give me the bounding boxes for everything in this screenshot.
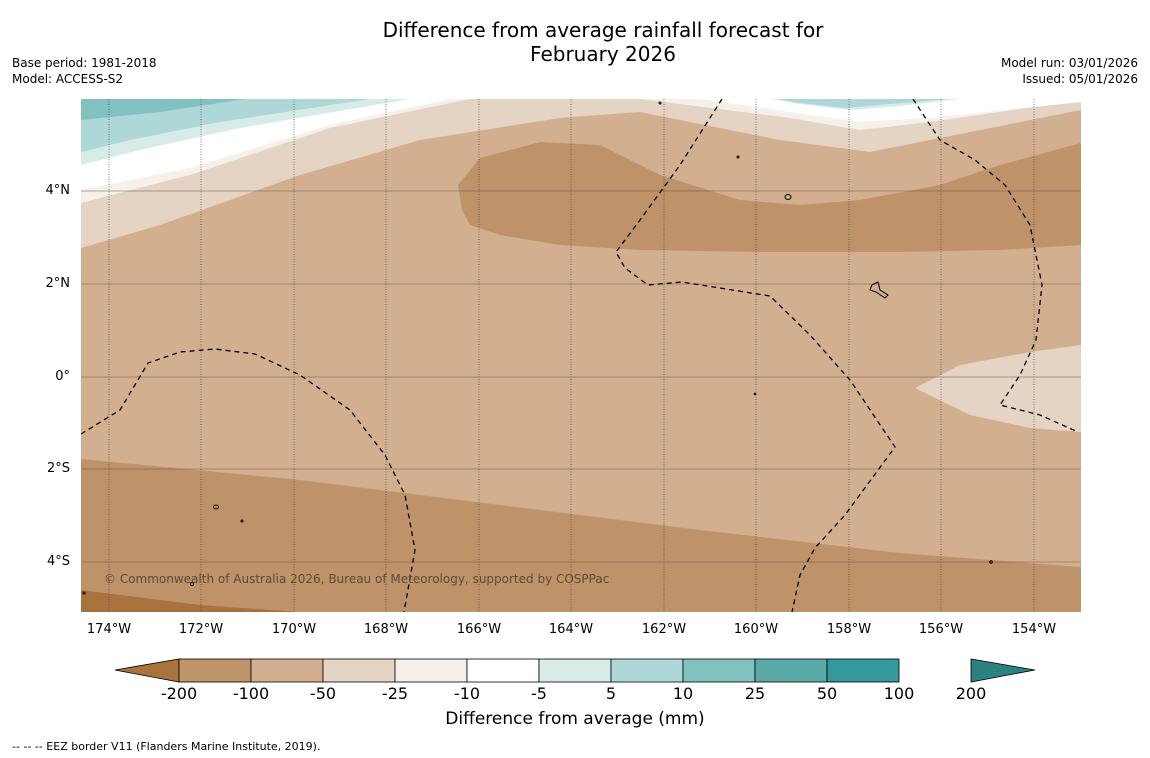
meta-left: Base period: 1981-2018 Model: ACCESS-S2 (12, 55, 157, 87)
issued-date: Issued: 05/01/2026 (1022, 72, 1138, 86)
colorbar-segment (754, 658, 828, 683)
lon-label-170w: 170°W (271, 622, 317, 637)
island-1 (784, 194, 792, 200)
colorbar-segment (610, 658, 684, 683)
colorbar-tick: 50 (816, 684, 838, 703)
colorbar-tick: -100 (232, 684, 270, 703)
colorbar-segment (394, 658, 468, 683)
eez-border-central (615, 99, 896, 612)
colorbar-tick: -25 (381, 684, 409, 703)
lat-label-0: 0° (55, 369, 70, 384)
colorbar-segments (178, 658, 900, 683)
band-plus25-top (81, 99, 245, 120)
lon-label-154w: 154°W (1011, 622, 1057, 637)
eez-legend-note: -- -- -- EEZ border V11 (Flanders Marine… (12, 740, 321, 753)
island-kiritimati (869, 281, 889, 299)
colorbar-tick: -10 (453, 684, 481, 703)
lat-label-4n: 4°N (45, 183, 71, 198)
colorbar-extend-high (970, 658, 1036, 683)
band-neutral-top (81, 99, 1081, 190)
colorbar-segment (250, 658, 324, 683)
eez-border-west (81, 348, 416, 612)
band-minus25-east (915, 345, 1081, 432)
meridians (108, 99, 1035, 612)
base-period: Base period: 1981-2018 (12, 56, 157, 70)
colorbar (114, 658, 1036, 683)
lat-label-2n: 2°N (45, 276, 71, 291)
eez-borders (81, 99, 1079, 612)
lon-label-156w: 156°W (918, 622, 964, 637)
islands (82, 101, 993, 595)
model-run: Model run: 03/01/2026 (1000, 56, 1138, 70)
island-6 (240, 519, 244, 523)
island-8 (82, 591, 86, 595)
title-line-1: Difference from average rainfall forecas… (382, 18, 824, 42)
lon-label-168w: 168°W (363, 622, 409, 637)
colorbar-tick: 10 (672, 684, 694, 703)
colorbar-tick: -5 (531, 684, 547, 703)
island-9 (753, 392, 757, 396)
band-minus25-top (81, 99, 1081, 248)
band-minus100-south (81, 459, 1081, 612)
lat-label-4s: 4°S (46, 554, 70, 569)
lon-label-158w: 158°W (826, 622, 872, 637)
colorbar-segment (466, 658, 540, 683)
island-5 (736, 155, 740, 159)
rainfall-map (81, 99, 1081, 612)
colorbar-tick: 25 (744, 684, 766, 703)
lon-label-174w: 174°W (86, 622, 132, 637)
meta-right: Model run: 03/01/2026 Issued: 05/01/2026 (1001, 55, 1138, 87)
copyright-notice: © Commonwealth of Australia 2026, Bureau… (104, 572, 610, 586)
model-name: Model: ACCESS-S2 (12, 72, 124, 86)
lon-label-160w: 160°W (733, 622, 779, 637)
band-minus200-south (81, 590, 300, 612)
eez-border-east (912, 99, 1079, 433)
band-plus5-top (81, 99, 960, 165)
colorbar-tick: 100 (883, 684, 915, 703)
lat-label-2s: 2°S (46, 461, 70, 476)
lon-label-164w: 164°W (548, 622, 594, 637)
colorbar-tick: -200 (160, 684, 198, 703)
band-minus100-north (458, 142, 1081, 252)
colorbar-segment (826, 658, 900, 683)
island-7 (989, 560, 993, 564)
colorbar-title: Difference from average (mm) (445, 709, 705, 729)
lon-label-162w: 162°W (641, 622, 687, 637)
colorbar-segment (322, 658, 396, 683)
band-minus10-top (81, 99, 1081, 203)
colorbar-segment (682, 658, 756, 683)
island-4 (658, 101, 662, 105)
chart-title: Difference from average rainfall forecas… (0, 18, 1150, 66)
graticule (81, 190, 1081, 563)
colorbar-segment (538, 658, 612, 683)
lon-label-166w: 166°W (456, 622, 502, 637)
island-3 (190, 582, 194, 586)
lon-label-172w: 172°W (178, 622, 224, 637)
island-2 (213, 504, 219, 510)
colorbar-tick: 5 (605, 684, 617, 703)
colorbar-segment (178, 658, 252, 683)
colorbar-tick: 200 (955, 684, 987, 703)
colorbar-extend-low (114, 658, 180, 683)
title-line-2: February 2026 (530, 42, 676, 66)
colorbar-tick: -50 (309, 684, 337, 703)
